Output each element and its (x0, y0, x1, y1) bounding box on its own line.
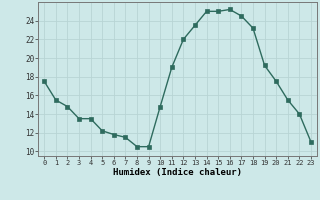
X-axis label: Humidex (Indice chaleur): Humidex (Indice chaleur) (113, 168, 242, 177)
